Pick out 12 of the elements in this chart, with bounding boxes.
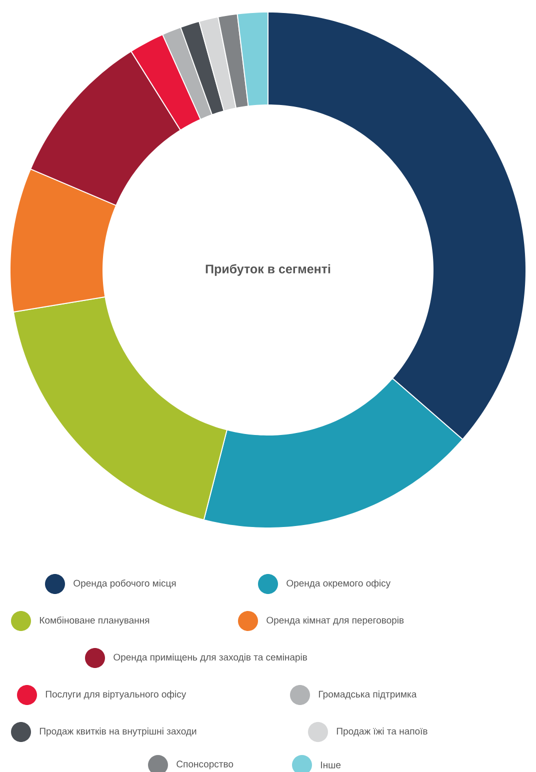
legend-label: Оренда окремого офісу — [286, 580, 391, 588]
legend-label: Продаж їжі та напоїв — [336, 728, 428, 736]
legend-label: Оренда робочого місця — [74, 580, 176, 588]
text: Прибуток в сегменті — [206, 264, 330, 276]
legend-label: Продаж квитків на внутрішні заходи — [40, 728, 196, 736]
legend-label: Інше — [321, 762, 341, 768]
legend-label: Комбіноване планування — [40, 616, 150, 626]
legend-label: Послуги для віртуального офісу — [46, 690, 186, 700]
legend-label: Оренда приміщень для заходів та семінарів — [114, 654, 308, 662]
legend-label: Громадська підтримка — [318, 690, 417, 700]
legend-label: Спонсорство — [176, 760, 234, 770]
legend-label: Оренда кімнат для переговорів — [266, 616, 404, 626]
